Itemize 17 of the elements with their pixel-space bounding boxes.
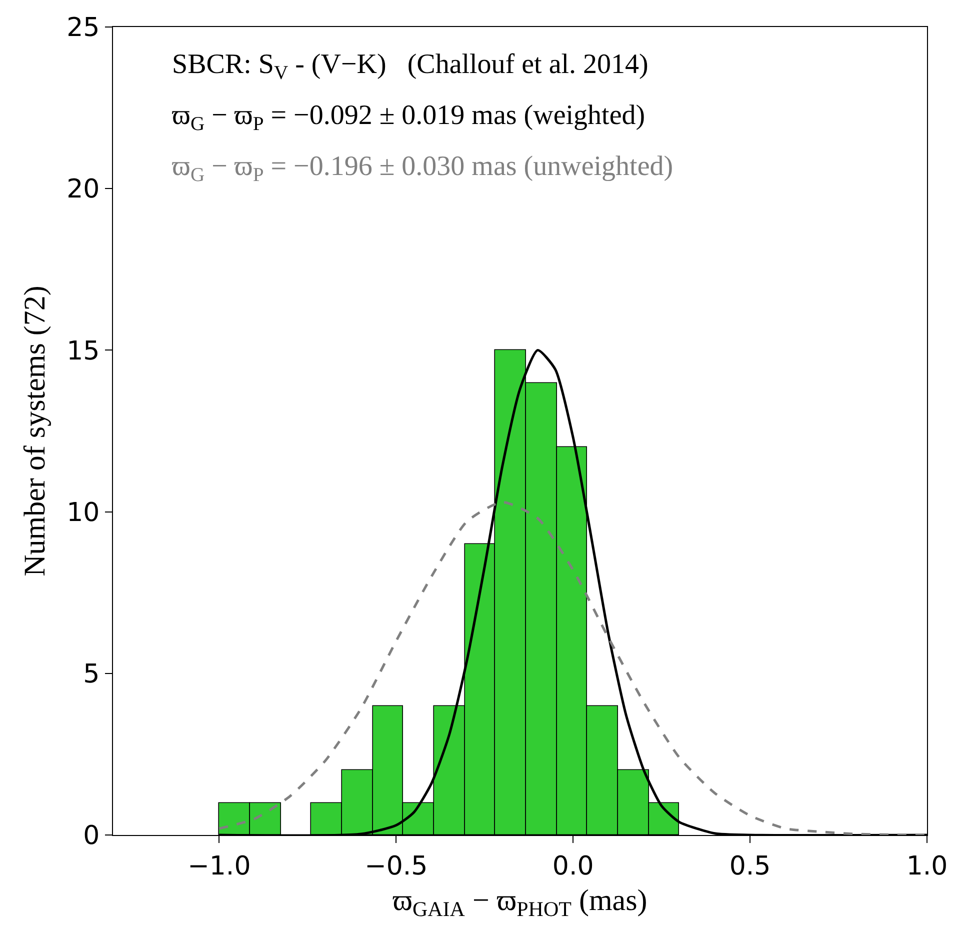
y-axis-title: Number of systems (72) [18, 286, 52, 576]
annotation: ϖ$_{G}$ − ϖ$_{P}$ = −0.092 ± 0.019 mas (weighted) [172, 100, 646, 135]
y-tick-label: 5 [83, 660, 100, 690]
annotation: SBCR: S$_{V}$ - (V−K) (Challouf et al. 2014) [172, 49, 648, 84]
x-axis-title: ϖ$_{GAIA}$ − ϖ$_{PHOT}$ (mas) [392, 884, 648, 922]
y-tick-label: 25 [66, 13, 100, 44]
y-tick-label: 20 [66, 174, 100, 205]
annotation: ϖ$_{G}$ − ϖ$_{P}$ = −0.196 ± 0.030 mas (unweighted) [172, 151, 674, 186]
y-tick-label: 10 [66, 498, 100, 528]
y-tick-label: 15 [66, 336, 100, 366]
x-tick-label: 0.0 [552, 851, 594, 882]
x-tick-label: −0.5 [364, 851, 428, 882]
x-tick-label: 1.0 [906, 851, 948, 882]
y-tick-label: 0 [83, 821, 100, 852]
line-series [218, 500, 927, 835]
x-tick-label: 0.5 [729, 851, 771, 882]
x-tick-label: −1.0 [188, 851, 251, 882]
